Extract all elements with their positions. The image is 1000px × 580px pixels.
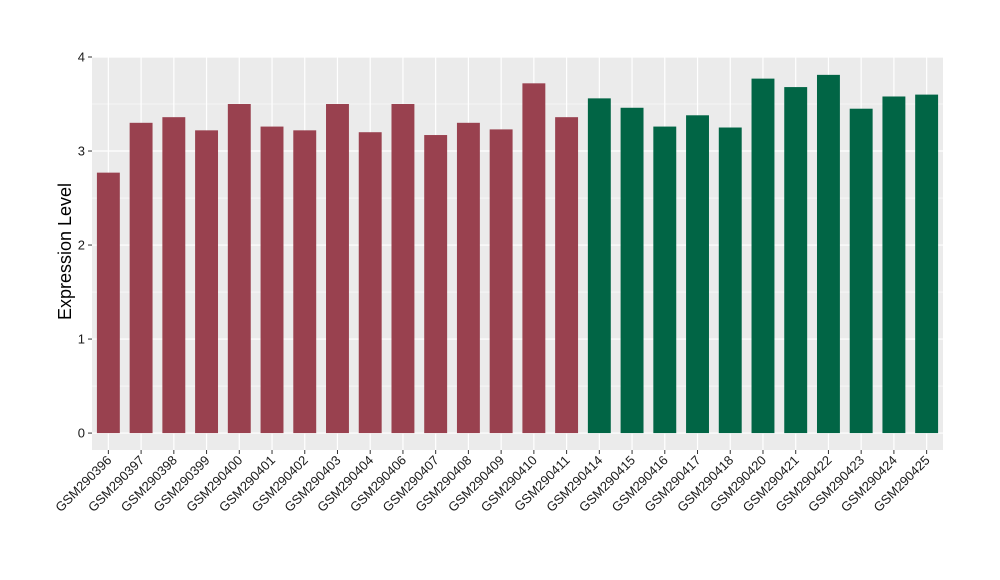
bar-GSM290417 xyxy=(686,115,709,434)
y-tick-label: 4 xyxy=(78,50,85,65)
bar-GSM290408 xyxy=(456,122,480,434)
bar-GSM290399 xyxy=(195,130,219,434)
bar-GSM290422 xyxy=(816,74,840,434)
bar-GSM290424 xyxy=(882,96,906,434)
y-tick-label: 1 xyxy=(78,332,85,347)
bar-GSM290425 xyxy=(915,94,939,434)
plot-panel xyxy=(92,57,943,450)
y-tick-label: 0 xyxy=(78,426,85,441)
bar-GSM290415 xyxy=(620,107,644,434)
x-axis: GSM290396GSM290397GSM290398GSM290399GSM2… xyxy=(52,450,933,515)
bar-GSM290418 xyxy=(718,127,742,434)
bar-GSM290421 xyxy=(784,87,808,434)
bar-GSM290400 xyxy=(227,104,251,434)
y-tick-label: 3 xyxy=(78,144,85,159)
bar-GSM290397 xyxy=(129,122,153,434)
y-axis-title: Expression Level xyxy=(55,183,75,320)
bar-GSM290396 xyxy=(96,172,120,434)
bar-GSM290416 xyxy=(653,126,677,434)
bars xyxy=(96,74,939,434)
bar-GSM290410 xyxy=(522,83,546,434)
bar-GSM290420 xyxy=(751,78,775,434)
bar-GSM290407 xyxy=(424,135,448,434)
bar-GSM290402 xyxy=(293,130,317,434)
bar-GSM290406 xyxy=(391,104,415,434)
y-axis: 0 1 2 3 4 xyxy=(78,50,92,441)
bar-GSM290403 xyxy=(326,104,349,434)
bar-GSM290398 xyxy=(162,117,186,434)
bar-GSM290411 xyxy=(555,117,579,434)
bar-GSM290423 xyxy=(849,108,873,434)
bar-GSM290409 xyxy=(489,129,513,434)
y-tick-label: 2 xyxy=(78,238,85,253)
bar-GSM290404 xyxy=(358,132,382,434)
bar-GSM290401 xyxy=(260,126,284,434)
bar-GSM290414 xyxy=(587,98,611,434)
